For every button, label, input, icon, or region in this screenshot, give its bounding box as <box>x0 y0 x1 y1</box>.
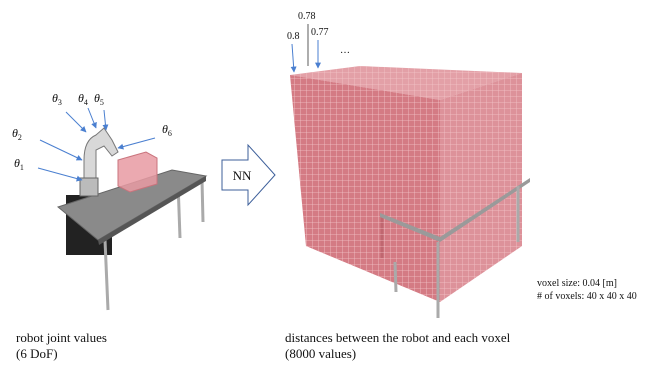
subscript: 1 <box>20 163 24 172</box>
caption: (8000 values) <box>285 346 356 361</box>
joint-label: θ3 <box>52 91 62 107</box>
arrow <box>292 44 294 72</box>
body: {"robot": {"joints": [ {"symbol": "θ", "… <box>0 0 671 369</box>
caption: robot joint values <box>16 330 107 345</box>
table-leg <box>202 180 203 222</box>
arrow <box>118 138 155 148</box>
table <box>58 128 206 310</box>
subscript: 3 <box>58 98 62 107</box>
joint-label: θ1 <box>14 156 24 172</box>
voxel-info: # of voxels: 40 x 40 x 40 <box>537 291 637 302</box>
sample-value: 0.78 <box>298 11 316 22</box>
cube-front-grid <box>290 75 440 302</box>
joint-label: θ2 <box>12 126 22 142</box>
arrow <box>104 110 106 130</box>
sample-value: 0.8 <box>287 31 300 42</box>
figure: θ1 θ2 θ3 θ4 θ5 θ6 NN 0.78 0.8 0.77 … vox… <box>0 0 671 369</box>
subscript: 6 <box>168 129 172 138</box>
arrow <box>88 108 96 128</box>
arrow <box>40 140 82 160</box>
table-leg <box>395 262 396 292</box>
arrow <box>38 168 82 180</box>
sample-value: 0.77 <box>311 27 329 38</box>
subscript: 4 <box>84 98 88 107</box>
caption: (6 DoF) <box>16 346 58 361</box>
nn-label: NN <box>233 168 252 183</box>
voxel-cube <box>290 66 530 318</box>
sample-value: … <box>340 45 350 56</box>
target-box <box>118 152 157 192</box>
subscript: 2 <box>18 133 22 142</box>
voxel-info: voxel size: 0.04 [m] <box>537 278 617 289</box>
cube-right-grid <box>440 73 522 302</box>
subscript: 5 <box>100 98 104 107</box>
robot-base <box>80 178 98 196</box>
joint-label: θ4 <box>78 91 88 107</box>
joint-label: θ5 <box>94 91 104 107</box>
page: body { margin: 0; background: #fff; font… <box>0 0 671 369</box>
caption: distances between the robot and each vox… <box>285 330 511 345</box>
arrow <box>66 112 86 132</box>
joint-label: θ6 <box>162 122 172 138</box>
